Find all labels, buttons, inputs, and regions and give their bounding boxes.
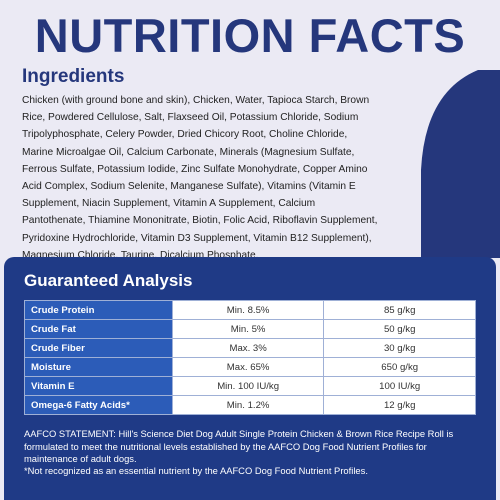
corner-shape	[421, 70, 500, 258]
nutrient-name: Omega-6 Fatty Acids*	[24, 395, 173, 415]
table-row: Crude Fat Min. 5% 50 g/kg	[24, 319, 476, 339]
nutrient-name: Crude Fiber	[24, 338, 173, 358]
table-row: Vitamin E Min. 100 IU/kg 100 IU/kg	[24, 376, 476, 396]
table-row: Crude Fiber Max. 3% 30 g/kg	[24, 338, 476, 358]
nutrient-value: Max. 3%	[171, 338, 325, 358]
nutrient-value: Min. 5%	[171, 319, 325, 339]
aafco-statement: AAFCO STATEMENT: Hill's Science Diet Dog…	[24, 428, 454, 464]
nutrient-value: 100 IU/kg	[323, 376, 476, 396]
nutrient-value: Min. 1.2%	[171, 395, 325, 415]
decoration	[421, 70, 500, 258]
table-row: Crude Protein Min. 8.5% 85 g/kg	[24, 300, 476, 320]
nutrient-name: Crude Fat	[24, 319, 173, 339]
nutrient-name: Moisture	[24, 357, 173, 377]
nutrient-name: Vitamin E	[24, 376, 173, 396]
nutrient-value: 85 g/kg	[323, 300, 476, 320]
nutrient-value: 650 g/kg	[323, 357, 476, 377]
nutrient-value: Min. 8.5%	[171, 300, 325, 320]
analysis-table: Crude Protein Min. 8.5% 85 g/kg Crude Fat Mi…	[24, 300, 476, 415]
ingredients-text: Chicken (with ground bone and skin), Chi…	[22, 95, 378, 261]
table-row: Moisture Max. 65% 650 g/kg	[24, 357, 476, 377]
nutrient-value: 30 g/kg	[323, 338, 476, 358]
nutrient-value: 12 g/kg	[323, 395, 476, 415]
nutrient-value: 50 g/kg	[323, 319, 476, 339]
nutrient-name: Crude Protein	[24, 300, 173, 320]
analysis-panel: Guaranteed Analysis Crude Protein Min. 8.…	[4, 257, 496, 500]
table-row: Omega-6 Fatty Acids* Min. 1.2% 12 g/kg	[24, 395, 476, 415]
nutrient-value: Max. 65%	[171, 357, 325, 377]
title: NUTRITION FACTS	[34, 9, 466, 62]
ingredients-heading: Ingredients	[22, 66, 125, 87]
nutrient-value: Min. 100 IU/kg	[171, 376, 325, 396]
analysis-heading: Guaranteed Analysis	[24, 271, 193, 290]
footnote: *Not recognized as an essential nutrient…	[24, 465, 368, 476]
